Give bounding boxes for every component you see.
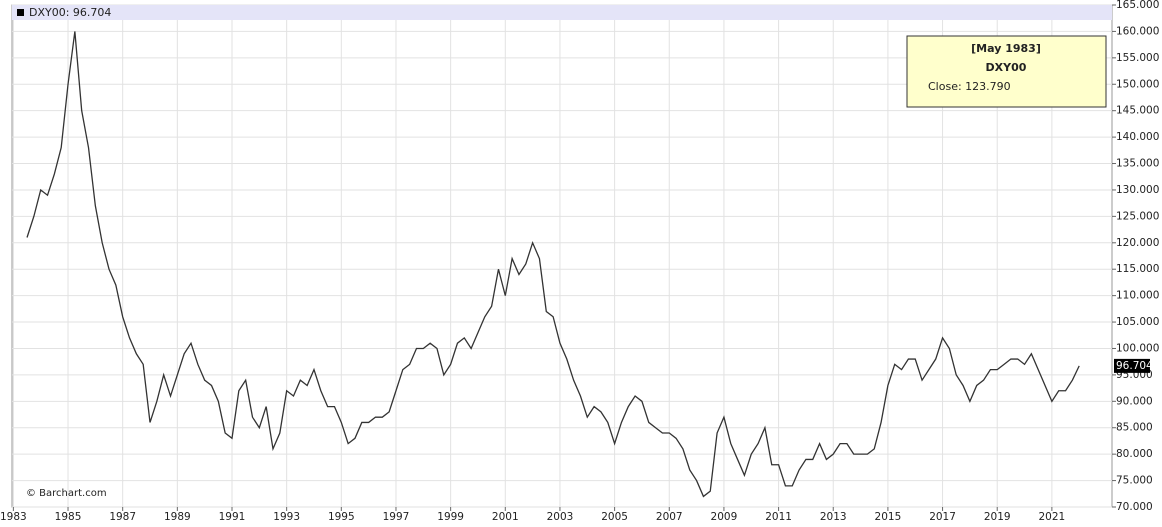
y-tick-label: 115.000 xyxy=(1116,263,1159,275)
x-tick-label: 1991 xyxy=(219,511,246,523)
y-tick-label: 100.000 xyxy=(1116,342,1159,354)
x-tick-label: 1997 xyxy=(383,511,410,523)
x-tick-label: 2017 xyxy=(929,511,956,523)
y-tick-label: 150.000 xyxy=(1116,78,1159,90)
y-tick-label: 125.000 xyxy=(1116,210,1159,222)
legend-swatch xyxy=(17,9,24,16)
y-tick-label: 165.000 xyxy=(1116,0,1159,11)
y-tick-label: 155.000 xyxy=(1116,52,1159,64)
tooltip-close: Close: 123.790 xyxy=(928,80,1011,93)
legend-band xyxy=(12,5,1112,20)
credit: © Barchart.com xyxy=(26,488,107,499)
y-tick-label: 80.000 xyxy=(1116,448,1153,460)
y-tick-label: 120.000 xyxy=(1116,237,1159,249)
x-tick-label: 1985 xyxy=(55,511,82,523)
last-value-label: 96.704 xyxy=(1116,360,1153,372)
x-tick-label: 2011 xyxy=(765,511,792,523)
y-tick-label: 145.000 xyxy=(1116,105,1159,117)
tooltip-date: [May 1983] xyxy=(971,42,1041,55)
y-tick-label: 140.000 xyxy=(1116,131,1159,143)
x-tick-label: 2013 xyxy=(820,511,847,523)
x-tick-label: 1993 xyxy=(273,511,300,523)
x-tick-label: 1983 xyxy=(0,511,27,523)
y-tick-label: 105.000 xyxy=(1116,316,1159,328)
x-tick-label: 2021 xyxy=(1039,511,1066,523)
last-value-box xyxy=(1114,358,1150,373)
y-tick-label: 70.000 xyxy=(1116,501,1153,513)
x-tick-label: 2009 xyxy=(711,511,738,523)
x-tick-label: 2003 xyxy=(547,511,574,523)
y-tick-label: 130.000 xyxy=(1116,184,1159,196)
y-tick-label: 110.000 xyxy=(1116,290,1159,302)
x-tick-label: 2007 xyxy=(656,511,683,523)
x-tick-label: 2001 xyxy=(492,511,519,523)
y-tick-label: 85.000 xyxy=(1116,422,1153,434)
x-tick-label: 1987 xyxy=(109,511,136,523)
line-series xyxy=(26,31,1080,498)
x-tick-label: 2019 xyxy=(984,511,1011,523)
x-tick-label: 2015 xyxy=(875,511,902,523)
y-tick-label: 160.000 xyxy=(1116,25,1159,37)
y-tick-label: 90.000 xyxy=(1116,395,1153,407)
x-tick-label: 1999 xyxy=(437,511,464,523)
tooltip xyxy=(906,35,1107,108)
y-tick-label: 135.000 xyxy=(1116,158,1159,170)
legend-label: DXY00: 96.704 xyxy=(29,6,111,19)
x-tick-label: 1995 xyxy=(328,511,355,523)
tooltip-symbol: DXY00 xyxy=(986,61,1027,74)
x-tick-label: 2005 xyxy=(601,511,628,523)
x-tick-label: 1989 xyxy=(164,511,191,523)
y-tick-label: 75.000 xyxy=(1116,475,1153,487)
